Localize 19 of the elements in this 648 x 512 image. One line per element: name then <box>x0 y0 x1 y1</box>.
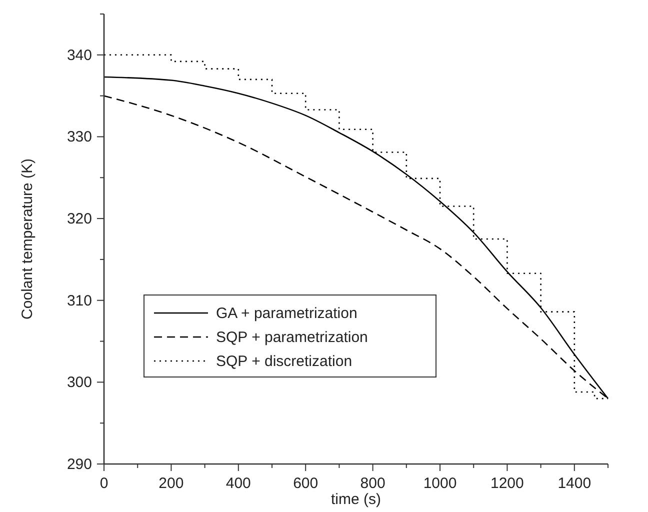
y-tick-label: 300 <box>66 374 92 392</box>
x-tick-label: 1400 <box>558 475 592 492</box>
legend-label: SQP + discretization <box>216 353 352 370</box>
legend-label: GA + parametrization <box>216 305 358 322</box>
x-axis-title: time (s) <box>331 491 381 508</box>
y-tick-label: 290 <box>66 456 92 473</box>
y-axis-title: Coolant temperature (K) <box>19 158 36 320</box>
x-tick-label: 800 <box>360 475 386 492</box>
x-tick-label: 200 <box>158 475 184 492</box>
y-tick-label: 330 <box>66 128 92 146</box>
legend-label: SQP + parametrization <box>216 329 368 346</box>
y-tick-label: 310 <box>66 292 92 310</box>
x-tick-label: 400 <box>226 475 251 492</box>
x-tick-label: 600 <box>293 475 318 492</box>
x-tick-label: 1000 <box>423 475 457 492</box>
x-tick-label: 1200 <box>490 475 524 492</box>
y-tick-label: 320 <box>66 210 92 228</box>
y-tick-label: 340 <box>66 46 92 64</box>
x-tick-label: 0 <box>100 475 108 492</box>
